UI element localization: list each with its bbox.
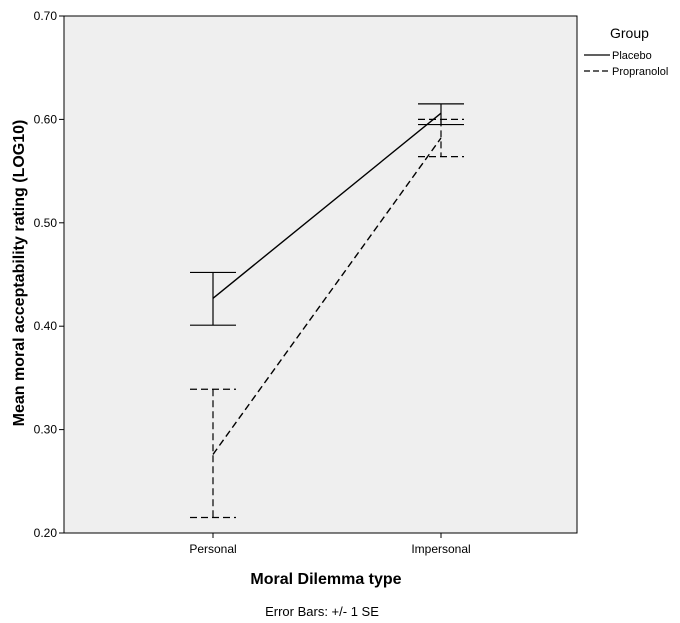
- y-tick-label-0: 0.20: [34, 526, 58, 540]
- x-axis: Personal Impersonal: [189, 533, 471, 556]
- series-layer: [190, 103, 464, 519]
- y-tick-label-3: 0.50: [34, 216, 58, 230]
- y-tick-label-4: 0.60: [34, 112, 58, 126]
- series-line-placebo: [212, 112, 442, 299]
- x-tick-label-1: Impersonal: [411, 542, 470, 556]
- y-axis-title: Mean moral acceptability rating (LOG10): [11, 120, 28, 427]
- series-line-propranolol: [212, 137, 442, 455]
- y-tick-label-2: 0.40: [34, 319, 58, 333]
- y-axis: 0.20 0.30 0.40 0.50 0.60 0.70: [34, 9, 64, 540]
- series-propranolol: [190, 118, 464, 519]
- x-tick-label-0: Personal: [189, 542, 236, 556]
- y-tick-label-1: 0.30: [34, 423, 58, 437]
- legend-label-propranolol: Propranolol: [612, 66, 668, 78]
- legend: Group Placebo Propranolol: [584, 25, 668, 78]
- legend-label-placebo: Placebo: [612, 50, 652, 62]
- x-axis-title: Moral Dilemma type: [250, 571, 401, 588]
- footnote: Error Bars: +/- 1 SE: [265, 604, 379, 619]
- plot-area: [63, 15, 578, 534]
- legend-title: Group: [610, 25, 649, 41]
- y-tick-label-5: 0.70: [34, 9, 58, 23]
